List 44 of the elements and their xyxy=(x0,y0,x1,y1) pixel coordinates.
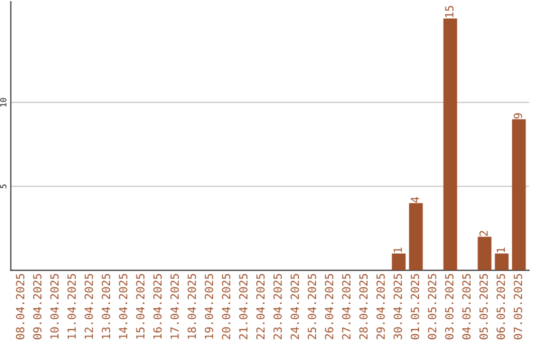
x-tick-label: 25.04.2025 xyxy=(308,274,316,340)
x-tick-label: 22.04.2025 xyxy=(256,274,265,340)
x-tick-label: 06.05.2025 xyxy=(496,274,505,340)
bar xyxy=(478,236,492,270)
x-tick-label: 17.04.2025 xyxy=(170,274,179,339)
x-tick-label: 21.04.2025 xyxy=(239,274,248,340)
x-tick-label: 20.04.2025 xyxy=(222,274,230,340)
bar xyxy=(392,254,406,270)
x-tick-label: 26.04.2025 xyxy=(324,274,334,340)
x-tick-label: 19.04.2025 xyxy=(204,274,214,339)
x-tick-label: 13.04.2025 xyxy=(102,274,110,339)
data-label: 15 xyxy=(445,6,454,18)
y-tick-label: 5 xyxy=(0,184,6,188)
x-tick-label: 09.04.2025 xyxy=(33,274,42,340)
bar xyxy=(512,119,526,270)
x-tick-label: 07.05.2025 xyxy=(514,274,522,340)
bar xyxy=(409,203,423,270)
x-tick-label: 15.04.2025 xyxy=(136,274,145,339)
x-tick-label: 16.04.2025 xyxy=(153,274,162,339)
x-tick-label: 05.05.2025 xyxy=(479,274,488,340)
x-tick-label: 18.04.2025 xyxy=(188,274,196,339)
x-tick-label: 10.04.2025 xyxy=(50,274,59,339)
x-tick-label: 24.04.2025 xyxy=(290,274,299,340)
x-tick-label: 02.05.2025 xyxy=(428,274,436,340)
x-tick-label: 04.05.2025 xyxy=(462,274,471,340)
x-tick-label: 03.05.2025 xyxy=(445,274,454,340)
data-label: 9 xyxy=(514,113,522,119)
data-label: 1 xyxy=(496,248,505,252)
data-label: 2 xyxy=(479,230,488,236)
x-tick-label: 08.04.2025 xyxy=(16,274,24,340)
data-label: 4 xyxy=(410,196,420,203)
bar xyxy=(443,18,458,270)
x-tick-label: 14.04.2025 xyxy=(118,274,128,339)
data-label: 1 xyxy=(394,248,402,252)
x-tick-label: 12.04.2025 xyxy=(84,274,94,339)
x-tick-label: 30.04.2025 xyxy=(394,274,402,340)
x-tick-label: 27.04.2025 xyxy=(342,274,350,340)
x-tick-label: 23.04.2025 xyxy=(273,274,282,340)
x-tick-label: 11.04.2025 xyxy=(67,274,76,339)
x-tick-label: 29.04.2025 xyxy=(376,274,385,340)
bar xyxy=(494,254,509,270)
x-tick-label: 01.05.2025 xyxy=(410,274,420,340)
y-tick-label: 10 xyxy=(0,98,6,106)
x-tick-label: 28.04.2025 xyxy=(359,274,368,340)
